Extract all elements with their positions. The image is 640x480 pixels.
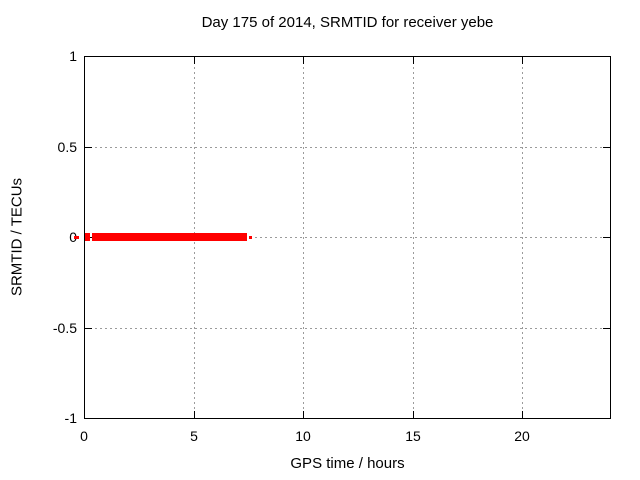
tick-label-y-0: 0 xyxy=(17,229,77,245)
tick-label-y--1: -1 xyxy=(64,410,77,426)
tick-label-x-20: 20 xyxy=(514,428,530,444)
gridline-x-10 xyxy=(303,57,304,418)
tick-label-x-5: 5 xyxy=(190,428,198,444)
gridline-x-20 xyxy=(522,57,523,418)
tick-top-x-10 xyxy=(303,57,304,64)
tick-top-x-5 xyxy=(194,57,195,64)
tick-top-x-15 xyxy=(413,57,414,64)
gridline-x-15 xyxy=(413,57,414,418)
tick-label-y-0.5: 0.5 xyxy=(57,139,77,155)
tick-left-y--0.5 xyxy=(85,328,92,329)
gridline-y-0 xyxy=(85,237,610,238)
tick-left-y-0.5 xyxy=(85,147,92,148)
plot-area-border xyxy=(84,56,611,419)
tick-left-y--1 xyxy=(85,418,92,419)
tick-bottom-x-0 xyxy=(84,411,85,418)
tick-top-x-20 xyxy=(522,57,523,64)
x-axis-label: GPS time / hours xyxy=(290,455,405,472)
series-segment xyxy=(74,236,79,239)
tick-right-y--1 xyxy=(603,418,610,419)
tick-left-y-1 xyxy=(85,56,92,57)
tick-right-y--0.5 xyxy=(603,328,610,329)
gridline-y--0.5 xyxy=(85,328,610,329)
tick-right-y-0.5 xyxy=(603,147,610,148)
series-segment xyxy=(249,236,252,239)
tick-label-x-10: 10 xyxy=(295,428,311,444)
series-segment xyxy=(92,233,247,241)
tick-bottom-x-15 xyxy=(413,411,414,418)
tick-label-x-0: 0 xyxy=(80,428,88,444)
tick-label-x-15: 15 xyxy=(405,428,421,444)
tick-bottom-x-5 xyxy=(194,411,195,418)
series-segment xyxy=(85,233,90,241)
tick-top-x-0 xyxy=(84,57,85,64)
tick-bottom-x-20 xyxy=(522,411,523,418)
chart-title: Day 175 of 2014, SRMTID for receiver yeb… xyxy=(201,14,494,31)
tick-bottom-x-10 xyxy=(303,411,304,418)
tick-label-y-1: 1 xyxy=(69,48,77,64)
tick-right-y-1 xyxy=(603,56,610,57)
tick-label-y--0.5: -0.5 xyxy=(52,320,77,336)
tick-right-y-0 xyxy=(603,237,610,238)
gridline-y-0.5 xyxy=(85,147,610,148)
